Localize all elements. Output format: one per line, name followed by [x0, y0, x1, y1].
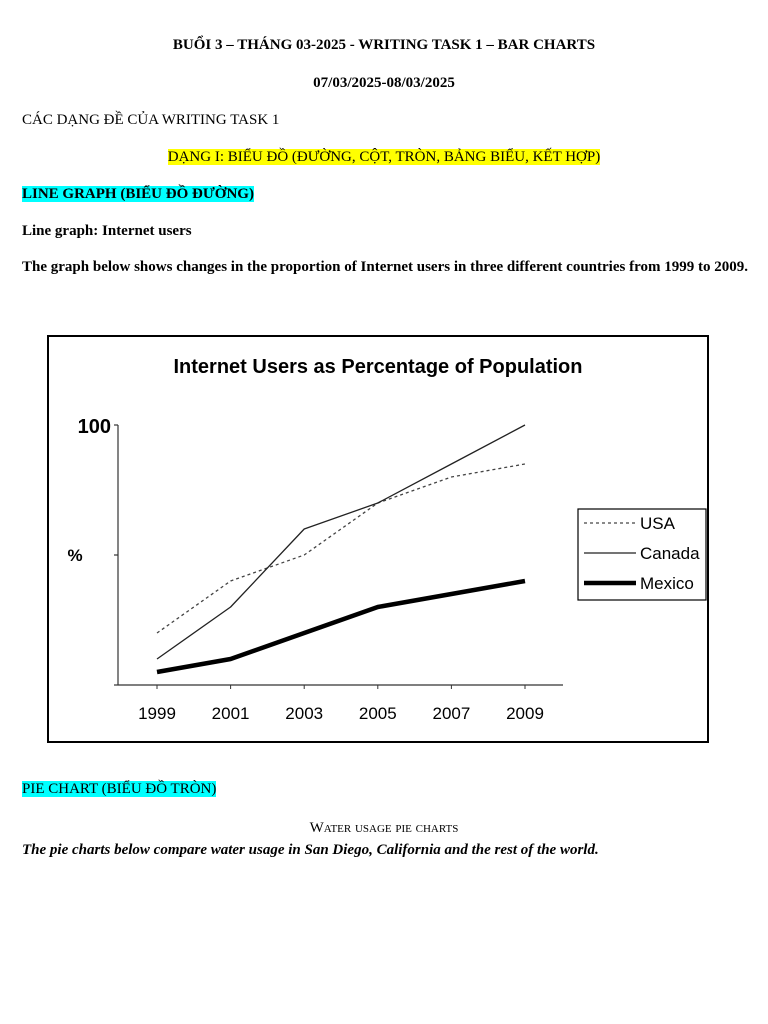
- legend-label-usa: USA: [640, 514, 676, 533]
- chart-axes: [114, 424, 563, 689]
- x-tick-label: 1999: [138, 704, 176, 723]
- line-chart: Internet Users as Percentage of Populati…: [67, 356, 707, 723]
- x-tick-label: 2009: [506, 704, 544, 723]
- chart-legend: USA Canada Mexico: [577, 508, 707, 601]
- x-tick-label: 2005: [359, 704, 397, 723]
- line-graph-heading: LINE GRAPH (BIỂU ĐỒ ĐƯỜNG): [22, 186, 254, 202]
- line-graph-prompt: The graph below shows changes in the pro…: [22, 259, 748, 275]
- pie-chart-heading: PIE CHART (BIỂU ĐỒ TRÒN): [22, 781, 217, 797]
- page-title: BUỔI 3 – THÁNG 03-2025 - WRITING TASK 1 …: [172, 37, 596, 53]
- type1-heading: DẠNG I: BIỂU ĐỒ (ĐƯỜNG, CỘT, TRÒN, BẢNG …: [167, 149, 601, 165]
- pie-heading-wrap: PIE CHART (BIỂU ĐỒ TRÒN): [22, 780, 748, 798]
- series-line-usa: [156, 463, 526, 634]
- series-line-mexico: [156, 578, 526, 675]
- chart-title: Internet Users as Percentage of Populati…: [174, 356, 583, 378]
- x-tick-label: 2003: [285, 704, 323, 723]
- x-tick-labels: 1999 2001 2003 2005 2007 2009: [138, 704, 544, 723]
- x-tick-label: 2007: [432, 704, 470, 723]
- y-axis-label: %: [67, 546, 82, 565]
- y-tick-label-100: 100: [78, 416, 111, 438]
- line-graph-subheading: Line graph: Internet users: [22, 223, 192, 239]
- chart-series: [156, 424, 526, 675]
- legend-label-mexico: Mexico: [640, 574, 694, 593]
- line-graph-heading-wrap: LINE GRAPH (BIỂU ĐỒ ĐƯỜNG): [22, 185, 748, 203]
- pie-caption: Water usage pie charts: [309, 820, 459, 836]
- series-line-canada: [156, 424, 526, 660]
- line-chart-frame: Internet Users as Percentage of Populati…: [47, 335, 709, 743]
- legend-label-canada: Canada: [640, 544, 700, 563]
- pie-prompt: The pie charts below compare water usage…: [22, 842, 599, 858]
- session-dates: 07/03/2025-08/03/2025: [313, 75, 455, 91]
- type1-heading-wrap: DẠNG I: BIỂU ĐỒ (ĐƯỜNG, CỘT, TRÒN, BẢNG …: [0, 148, 768, 166]
- intro-text: CÁC DẠNG ĐỀ CỦA WRITING TASK 1: [22, 112, 280, 128]
- x-tick-label: 2001: [212, 704, 250, 723]
